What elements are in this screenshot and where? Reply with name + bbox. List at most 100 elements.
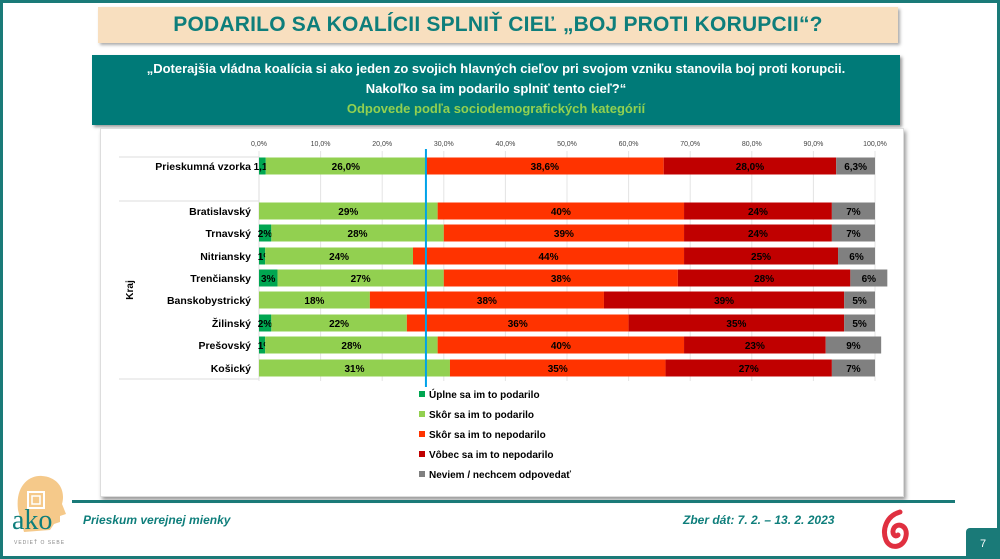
bar-segment [277, 269, 444, 287]
bar-segment [259, 359, 450, 377]
bar-segment [844, 314, 875, 332]
data-label: 2% [258, 229, 273, 240]
data-label: 28% [348, 229, 368, 240]
data-label: 35% [548, 364, 568, 375]
bar-segment [369, 291, 604, 309]
data-label: 28% [341, 341, 361, 352]
bar-segment [825, 336, 882, 354]
data-label: 27% [351, 274, 371, 285]
data-label: 23% [745, 341, 765, 352]
bar-segment [413, 247, 685, 265]
question-line-1: „Doterajšia vládna koalícia si ako jeden… [146, 61, 846, 76]
bar-segment [831, 202, 875, 220]
bar-segment [265, 157, 426, 175]
bar-segment [406, 314, 629, 332]
category-label: Žilinský [212, 317, 251, 330]
data-label: 28% [754, 274, 774, 285]
bar-segment [628, 314, 845, 332]
data-label: 9% [846, 341, 861, 352]
data-label: 28,0% [736, 162, 764, 173]
bar-segment [259, 157, 266, 175]
data-label: 38% [551, 274, 571, 285]
data-label: 35% [726, 319, 746, 330]
category-label: Trenčiansky [190, 273, 251, 285]
data-label: 24% [748, 229, 768, 240]
ako-logo-tagline: VEDIEŤ O SEBE [14, 540, 66, 546]
bar-segment [850, 269, 888, 287]
legend-swatch [419, 391, 425, 397]
x-tick-label: 70,0% [680, 141, 700, 148]
legend-swatch [419, 431, 425, 437]
legend-label: Neviem / nechcem odpovedať [429, 470, 571, 481]
data-label: 24% [748, 207, 768, 218]
data-label: 2% [258, 319, 273, 330]
bar-segment [603, 291, 845, 309]
bar-segment [684, 336, 826, 354]
footer-divider [72, 500, 955, 503]
x-tick-label: 20,0% [372, 141, 392, 148]
bar-segment [259, 314, 272, 332]
bar-segment [437, 336, 685, 354]
question-subtitle: Odpovede podľa sociodemografických kateg… [346, 101, 646, 116]
x-tick-label: 60,0% [619, 141, 639, 148]
data-label: 40% [551, 341, 571, 352]
category-label: Banskobystrický [167, 295, 251, 307]
data-label: 31% [344, 364, 364, 375]
category-label: Prieskumná vzorka [155, 161, 251, 173]
data-label: 24% [329, 252, 349, 263]
bar-segment [677, 269, 851, 287]
bar-segment [443, 224, 685, 242]
data-label: 38% [477, 296, 497, 307]
legend-label: Skôr sa im to nepodarilo [429, 430, 546, 441]
data-label: 18% [304, 296, 324, 307]
data-label: 1% [258, 341, 273, 352]
category-label: Bratislavský [189, 206, 251, 218]
bar-segment [259, 269, 278, 287]
x-tick-label: 30,0% [434, 141, 454, 148]
bar-segment [831, 224, 875, 242]
data-label: 1,1% [254, 162, 277, 173]
group-label-kraj: Kraj [125, 280, 136, 300]
x-tick-label: 100,0% [863, 141, 887, 148]
legend-swatch [419, 471, 425, 477]
bar-segment [684, 224, 832, 242]
stacked-bar-chart: 0,0% 10,0% 20,0% 30,0% 40,0% 50,0% 60,0% 70,0% 8… [119, 141, 888, 481]
slide-title: PODARILO SA KOALÍCII SPLNIŤ CIEĽ „BOJ PR… [98, 7, 898, 43]
data-label: 7% [846, 229, 861, 240]
x-tick-label: 90,0% [803, 141, 823, 148]
legend-label: Úplne sa im to podarilo [429, 388, 540, 401]
bar-segment [831, 359, 875, 377]
footer-date-range: Zber dát: 7. 2. – 13. 2. 2023 [683, 513, 835, 527]
spiral-logo-icon [882, 509, 909, 549]
bar-segment [437, 202, 685, 220]
data-label: 38,6% [531, 162, 559, 173]
bar-segment [665, 359, 832, 377]
question-box: „Doterajšia vládna koalícia si ako jeden… [92, 55, 900, 125]
data-label: 39% [554, 229, 574, 240]
bar-segment [443, 269, 678, 287]
bar-segment [684, 202, 832, 220]
data-label: 6,3% [844, 162, 867, 173]
category-label: Košický [211, 363, 251, 375]
ako-logo-head-icon [17, 475, 67, 532]
chart-area: 0,0% 10,0% 20,0% 30,0% 40,0% 50,0% 60,0% 70,0% 8… [100, 128, 904, 497]
data-label: 27% [739, 364, 759, 375]
x-tick-label: 40,0% [495, 141, 515, 148]
bar-segment [265, 336, 438, 354]
category-label: Prešovský [198, 340, 251, 352]
bar-segment [663, 157, 837, 175]
data-label: 29% [338, 207, 358, 218]
bar-segment [259, 291, 370, 309]
bar-segment [271, 224, 444, 242]
data-label: 40% [551, 207, 571, 218]
data-label: 39% [714, 296, 734, 307]
data-label: 22% [329, 319, 349, 330]
data-label: 25% [751, 252, 771, 263]
legend-swatch [419, 451, 425, 457]
page-number: 7 [966, 528, 1000, 559]
bar-segment [684, 247, 839, 265]
data-label: 7% [846, 207, 861, 218]
data-label: 7% [846, 364, 861, 375]
bar-segment [259, 202, 438, 220]
